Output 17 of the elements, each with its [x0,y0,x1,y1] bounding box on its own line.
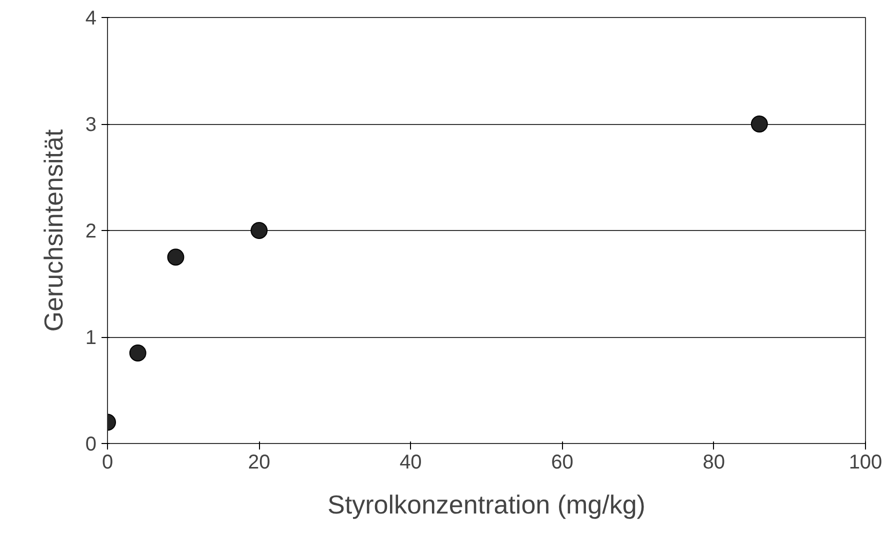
y-tick-label: 3 [85,114,96,136]
x-tick-label: 60 [551,452,574,474]
x-tick-label: 80 [702,452,726,474]
y-tick-label: 4 [85,8,96,30]
x-tick-label: 20 [248,452,270,474]
x-tick-label: 40 [400,452,422,474]
point [129,344,146,362]
point [750,116,768,132]
x-tick-label: 100 [848,452,882,474]
x-axis-title: Styrolkonzentration (mg/kg) [328,490,646,520]
y-tick-label: 1 [85,327,96,349]
y-tick-label: 0 [85,434,96,456]
y-axis-title: Geruchsintensität [38,128,68,332]
y-tick-label: 2 [85,220,96,242]
x-tick-label: 0 [102,452,114,474]
point [167,248,184,266]
point [250,222,268,239]
